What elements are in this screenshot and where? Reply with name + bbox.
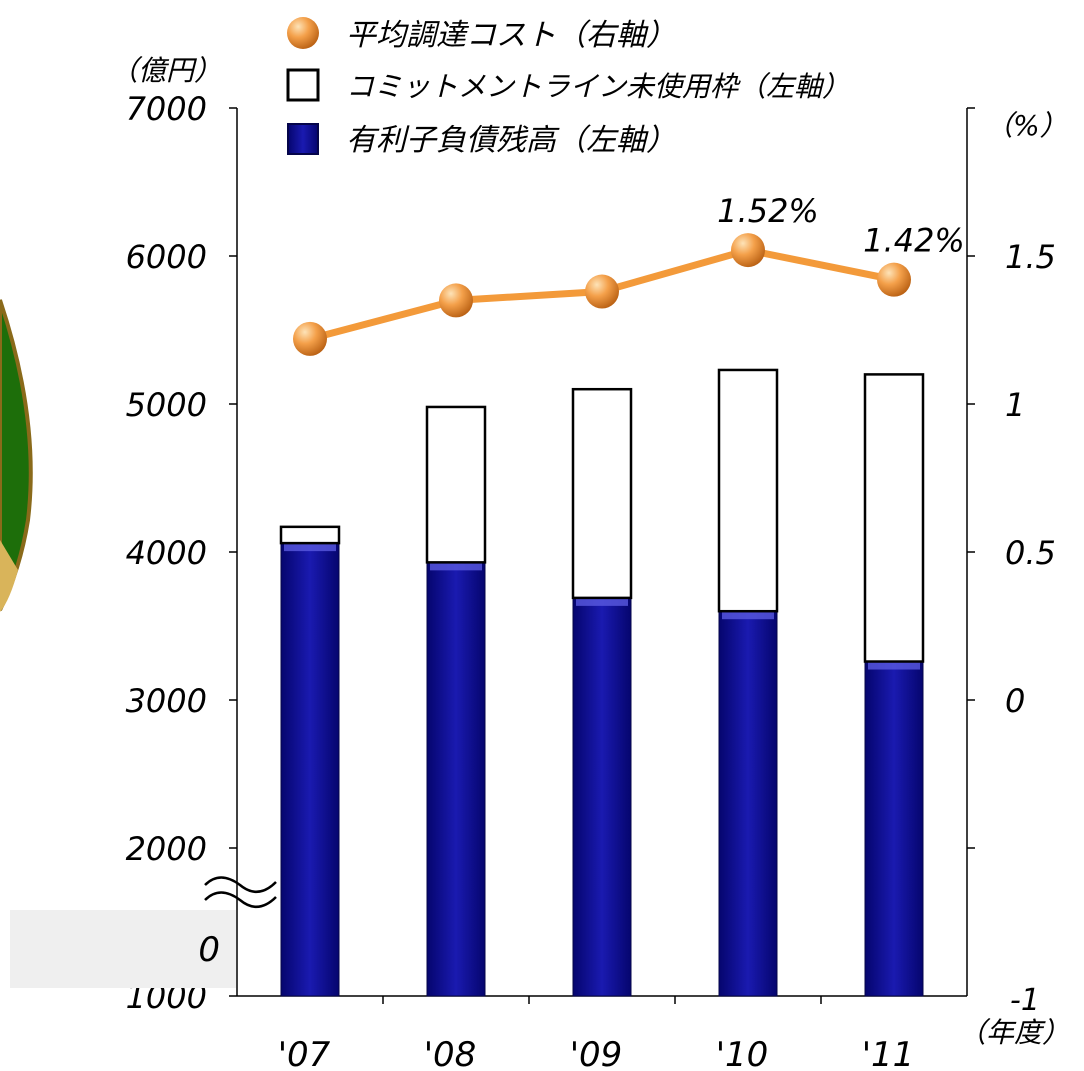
legend-label-cost: 平均調達コスト（右軸） [346, 18, 676, 53]
cost-point [439, 283, 473, 318]
debt-bar [718, 610, 778, 997]
legend-blue-box-icon [287, 123, 319, 155]
debt-bar-highlight [430, 562, 482, 571]
right-axis-ticks: 1.5 1 0.5 0 [967, 107, 1056, 849]
left-axis-unit: （億円） [110, 54, 222, 87]
average-funding-cost-line [293, 233, 911, 356]
point-labels: 1.52% 1.42% [717, 192, 965, 260]
x-tick-label: '10 [716, 1035, 769, 1071]
x-tick-label: '11 [862, 1035, 915, 1071]
x-axis-ticks: '07 '08 '09 '10 '11 [278, 996, 915, 1071]
x-tick-label: '09 [570, 1035, 623, 1071]
commitment-bar [425, 405, 487, 564]
right-axis-unit: （%） [985, 109, 1068, 142]
left-tick-label: 2000 [126, 830, 207, 868]
x-tick-label: '07 [278, 1035, 331, 1071]
debt-bar-highlight [284, 543, 336, 552]
left-tick-label: 7000 [126, 90, 207, 128]
debt-bar [426, 561, 486, 997]
axis-break-label: 0 [198, 930, 220, 970]
legend-label-debt: 有利子負債残高（左軸） [346, 123, 676, 158]
cost-point [293, 321, 327, 356]
right-tick-label: 1 [1005, 386, 1025, 424]
commitment-line-unused-bars [279, 368, 925, 663]
commitment-bar [863, 373, 925, 663]
x-tick-label: '08 [424, 1035, 477, 1071]
cost-point [585, 274, 619, 309]
commitment-bar [279, 525, 341, 545]
cost-point-label: 1.42% [863, 222, 965, 260]
legend-dot-icon [287, 17, 319, 49]
interest-bearing-debt-bars [280, 542, 924, 997]
debt-bar [280, 542, 340, 997]
legend-label-commitment: コミットメントライン未使用枠（左軸） [346, 70, 850, 103]
legend: 平均調達コスト（右軸） コミットメントライン未使用枠（左軸） 有利子負債残高（左… [286, 17, 850, 158]
left-tick-label: 6000 [126, 238, 207, 276]
left-tick-label: 5000 [126, 386, 207, 424]
commitment-bar [571, 387, 633, 600]
right-tick-label: 0 [1005, 682, 1025, 720]
left-tick-label: 3000 [126, 682, 207, 720]
left-tick-label: 4000 [126, 534, 207, 572]
debt-bar-highlight [868, 661, 920, 670]
legend-white-box-icon [286, 68, 320, 102]
commitment-bar [717, 368, 779, 613]
right-tick-label: 1.5 [1005, 238, 1056, 276]
decorative-pie-fragment [0, 299, 33, 612]
debt-bar [572, 597, 632, 997]
cost-point-label: 1.52% [717, 192, 819, 230]
x-axis-unit: （年度） [958, 1016, 1070, 1049]
debt-bar [864, 661, 924, 997]
debt-bar-highlight [722, 611, 774, 620]
debt-bar-highlight [576, 597, 628, 606]
axis-break-overlay [10, 910, 236, 988]
cost-point [731, 233, 765, 268]
right-tick-label: 0.5 [1005, 534, 1056, 572]
right-axis-bottom-label: -1 [1010, 983, 1040, 1018]
cost-point [877, 262, 911, 297]
axis-break-icon [204, 876, 277, 908]
